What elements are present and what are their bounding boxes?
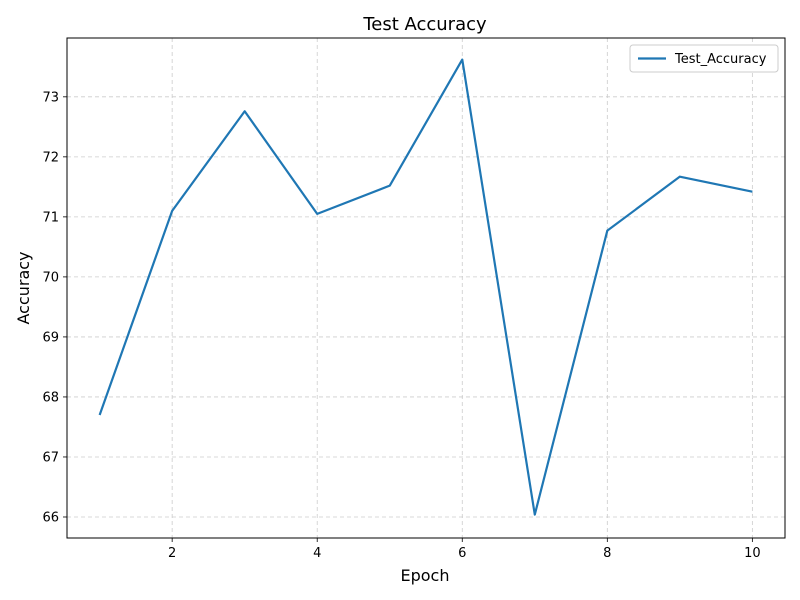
y-tick-label: 68 xyxy=(42,390,59,405)
series-layer xyxy=(98,58,753,516)
grid xyxy=(67,38,785,538)
x-tick-label: 2 xyxy=(168,546,176,561)
plot-frame xyxy=(66,37,786,539)
y-tick-label: 70 xyxy=(42,270,59,285)
legend-label: Test_Accuracy xyxy=(674,52,767,67)
legend-box xyxy=(629,44,779,73)
x-tick-label: 8 xyxy=(603,546,611,561)
legend: Test_Accuracy xyxy=(629,44,779,73)
x-tick-label: 10 xyxy=(744,546,761,561)
y-tick-label: 73 xyxy=(42,90,59,105)
x-tick-label: 4 xyxy=(313,546,321,561)
y-tick-label: 72 xyxy=(42,150,59,165)
x-axis-label: Epoch xyxy=(401,566,450,585)
x-tick-label: 6 xyxy=(458,546,466,561)
y-tick-label: 66 xyxy=(42,510,59,525)
chart-title: Test Accuracy xyxy=(362,14,487,35)
series-line-test-accuracy xyxy=(98,58,753,516)
y-tick-label: 67 xyxy=(42,450,59,465)
y-axis-label: Accuracy xyxy=(14,251,33,324)
y-tick-label: 71 xyxy=(42,210,59,225)
y-tick-label: 69 xyxy=(42,330,59,345)
